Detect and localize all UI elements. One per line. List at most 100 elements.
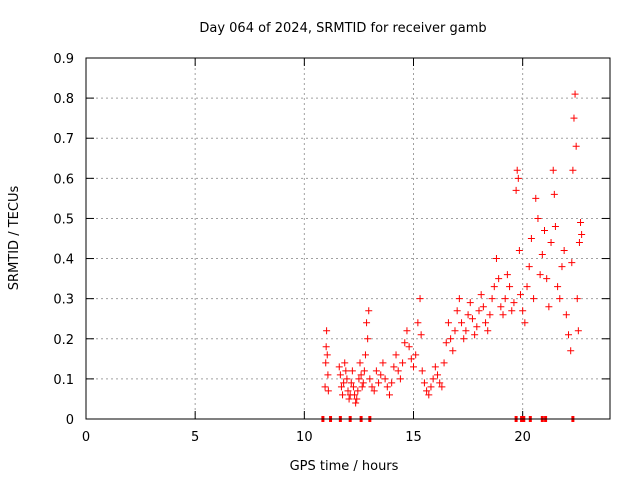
- data-point: [543, 275, 551, 283]
- data-point: [322, 359, 330, 367]
- data-point: [366, 375, 374, 383]
- data-point: [405, 343, 413, 351]
- data-point: [396, 375, 404, 383]
- data-point: [501, 295, 509, 303]
- data-point: [488, 295, 496, 303]
- data-point: [536, 271, 544, 279]
- data-point: [322, 343, 330, 351]
- data-point: [377, 371, 385, 379]
- data-point: [381, 375, 389, 383]
- data-point: [321, 383, 329, 391]
- data-point: [515, 247, 523, 255]
- data-point: [449, 347, 457, 355]
- data-point: [438, 383, 446, 391]
- data-point: [570, 114, 578, 122]
- data-point: [427, 383, 435, 391]
- y-tick-label: 0.5: [53, 212, 74, 227]
- data-point: [412, 351, 420, 359]
- data-point: [549, 166, 557, 174]
- data-point: [490, 283, 498, 291]
- data-point: [568, 259, 576, 267]
- data-point: [492, 255, 500, 263]
- data-point: [574, 327, 582, 335]
- data-point: [479, 303, 487, 311]
- data-point: [547, 239, 555, 247]
- data-point: [442, 339, 450, 347]
- data-point: [344, 387, 352, 395]
- data-point: [348, 367, 356, 375]
- data-point: [403, 327, 411, 335]
- data-point: [335, 363, 343, 371]
- data-point: [345, 395, 353, 403]
- data-point: [375, 379, 383, 387]
- data-point: [347, 379, 355, 387]
- data-point: [577, 218, 585, 226]
- data-point: [538, 251, 546, 259]
- data-point: [534, 214, 542, 222]
- data-point: [418, 367, 426, 375]
- data-point: [486, 311, 494, 319]
- x-tick-label: 20: [514, 430, 531, 445]
- data-point: [429, 375, 437, 383]
- data-point: [368, 383, 376, 391]
- x-tick-label: 15: [405, 430, 422, 445]
- data-point: [558, 263, 566, 271]
- y-tick-label: 0.1: [53, 373, 74, 388]
- data-point: [527, 235, 535, 242]
- data-point: [379, 359, 387, 367]
- data-point: [394, 367, 402, 375]
- data-point: [545, 303, 553, 311]
- y-tick-label: 0.8: [53, 92, 74, 107]
- y-tick-label: 0.7: [53, 132, 74, 147]
- data-point: [575, 239, 583, 247]
- data-point: [556, 295, 564, 303]
- data-point: [460, 335, 468, 343]
- data-point: [497, 303, 505, 311]
- data-point: [343, 375, 351, 383]
- y-tick-label: 0.3: [53, 293, 74, 308]
- data-point: [519, 307, 527, 315]
- data-point: [475, 307, 483, 315]
- data-point: [388, 379, 396, 387]
- data-point: [532, 194, 540, 202]
- x-tick-label: 0: [82, 430, 90, 445]
- data-point: [352, 399, 360, 407]
- data-point: [353, 395, 361, 403]
- data-point: [495, 275, 503, 283]
- y-tick-label: 0.9: [53, 52, 74, 67]
- data-point: [572, 142, 580, 150]
- data-point: [506, 283, 514, 291]
- data-point: [513, 166, 521, 174]
- data-point: [482, 319, 490, 327]
- data-point: [407, 355, 415, 363]
- data-point: [521, 319, 529, 327]
- data-point: [447, 335, 455, 343]
- data-point: [414, 319, 422, 327]
- data-point: [323, 327, 331, 335]
- data-point: [516, 291, 524, 299]
- data-point: [340, 379, 348, 387]
- data-point: [451, 327, 459, 335]
- data-point: [392, 351, 400, 359]
- data-point: [355, 375, 363, 383]
- data-point: [525, 263, 533, 271]
- data-point: [349, 383, 357, 391]
- data-point: [410, 363, 417, 371]
- data-point: [466, 299, 474, 307]
- data-point: [399, 359, 407, 367]
- data-point: [434, 371, 442, 379]
- data-point: [436, 379, 444, 387]
- data-point: [514, 174, 522, 182]
- data-point: [510, 299, 518, 307]
- data-point: [484, 327, 492, 335]
- y-tick-label: 0.6: [53, 172, 74, 187]
- data-point: [390, 363, 398, 371]
- data-point: [370, 387, 378, 395]
- data-point: [508, 307, 516, 315]
- data-point: [324, 371, 332, 379]
- data-point: [341, 359, 349, 367]
- data-point: [578, 230, 586, 238]
- data-point: [444, 319, 452, 327]
- x-axis-label: GPS time / hours: [290, 459, 399, 474]
